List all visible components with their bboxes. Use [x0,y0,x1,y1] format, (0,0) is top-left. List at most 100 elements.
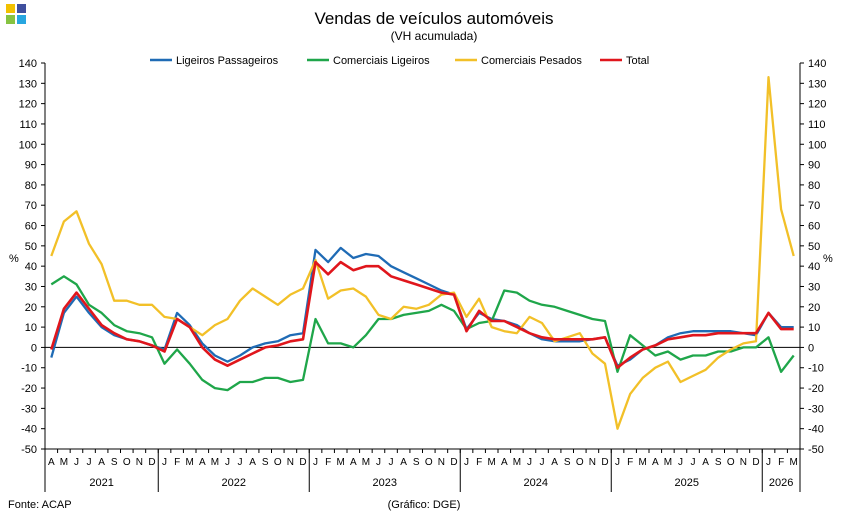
month-label: N [438,457,445,468]
legend-label: Comerciais Ligeiros [333,55,430,67]
month-label: O [727,457,735,468]
month-label: O [576,457,584,468]
y-tick-label-left: -50 [21,444,37,456]
y-tick-label-right: -10 [808,363,824,375]
month-label: M [639,457,647,468]
y-tick-label-left: 80 [25,180,37,192]
month-label: F [325,457,331,468]
month-label: A [400,457,407,468]
y-tick-label-right: 130 [808,78,826,90]
month-label: S [413,457,420,468]
month-label: N [589,457,596,468]
month-label: F [627,457,633,468]
month-label: N [287,457,294,468]
y-axis-ticks: -50 -50 -40 -40 -30 -30 -20 -20 -10 -10 0 0 10 10 20 20… [19,58,827,456]
y-tick-label-left: 40 [25,261,37,273]
month-label: N [740,457,747,468]
month-label: S [715,457,722,468]
month-label: A [652,457,659,468]
year-label: 2025 [675,477,699,489]
y-tick-label-left: 30 [25,281,37,293]
month-label: N [136,457,143,468]
month-label: J [87,457,92,468]
y-tick-label-right: 10 [808,322,820,334]
month-label: A [48,457,55,468]
footer-credit: (Gráfico: DGE) [388,499,461,511]
y-tick-label-right: -20 [808,383,824,395]
month-label: F [778,457,784,468]
y-tick-label-left: 120 [19,99,37,111]
y-tick-label-left: 100 [19,139,37,151]
month-label: M [790,457,798,468]
series-line [50,260,794,370]
y-tick-label-left: -20 [21,383,37,395]
month-label: J [615,457,620,468]
series-lines [50,76,795,430]
month-label: M [488,457,496,468]
legend-label: Ligeiros Passageiros [176,55,279,67]
chart-subtitle: (VH acumulada) [391,29,478,43]
month-label: J [376,457,381,468]
y-tick-label-left: 50 [25,241,37,253]
y-tick-label-right: 100 [808,139,826,151]
month-label: O [274,457,282,468]
month-label: M [211,457,219,468]
month-label: M [337,457,345,468]
month-label: S [262,457,269,468]
footer-source: Fonte: ACAP [8,499,72,511]
month-label: J [464,457,469,468]
month-label: O [123,457,131,468]
legend-label: Total [626,55,649,67]
year-label: 2024 [524,477,548,489]
month-label: J [238,457,243,468]
month-label: M [513,457,521,468]
y-axis-label-right: % [823,253,833,265]
y-tick-label-left: 90 [25,160,37,172]
logo-icon [6,4,26,24]
month-label: A [551,457,558,468]
chart-legend: Ligeiros Passageiros Comerciais Ligeiros C… [150,55,649,67]
y-tick-label-right: 30 [808,281,820,293]
logo-square-top-right [17,4,26,13]
year-label: 2026 [769,477,793,489]
month-label: A [350,457,357,468]
y-tick-label-right: 90 [808,160,820,172]
month-label: D [148,457,155,468]
month-label: D [601,457,608,468]
y-tick-label-right: 0 [808,342,814,354]
y-tick-label-left: -10 [21,363,37,375]
y-axis-label-left: % [9,253,19,265]
y-tick-label-right: -50 [808,444,824,456]
y-tick-label-right: 60 [808,221,820,233]
month-label: J [225,457,230,468]
series-line [50,76,795,430]
y-tick-label-right: 110 [808,119,826,131]
year-label: 2022 [222,477,246,489]
month-label: S [111,457,118,468]
month-label: A [199,457,206,468]
month-label: J [766,457,771,468]
month-label: M [186,457,194,468]
logo-square-top-left [6,4,15,13]
y-tick-label-right: 40 [808,261,820,273]
y-tick-label-right: -30 [808,403,824,415]
chart-title: Vendas de veículos automóveis [314,9,553,28]
month-label: M [60,457,68,468]
month-label: S [564,457,571,468]
y-tick-label-right: 20 [808,302,820,314]
logo-square-bottom-left [6,15,15,24]
month-label: D [450,457,457,468]
y-tick-label-left: 60 [25,221,37,233]
y-tick-label-left: 10 [25,322,37,334]
y-tick-label-left: 70 [25,200,37,212]
month-label: J [540,457,545,468]
y-tick-label-right: 80 [808,180,820,192]
month-label: A [98,457,105,468]
month-label: M [664,457,672,468]
logo-square-bottom-right [17,15,26,24]
month-label: J [162,457,167,468]
year-label: 2023 [373,477,397,489]
y-tick-label-left: 0 [31,342,37,354]
